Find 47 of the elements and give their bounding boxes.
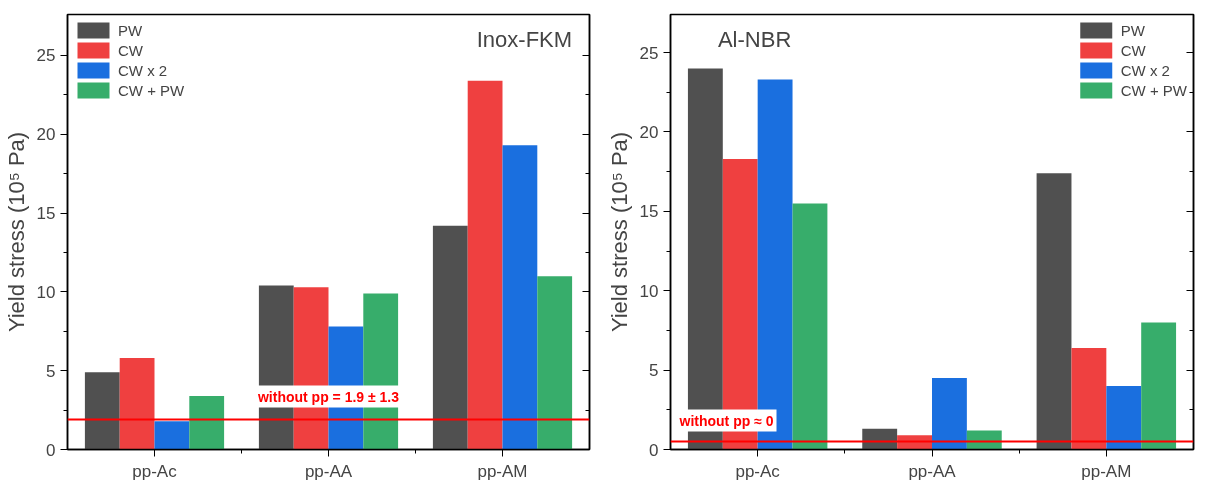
bar	[502, 145, 538, 450]
legend-label: CW	[118, 40, 143, 60]
y-tick-label: 5	[649, 361, 659, 381]
legend-label: CW + PW	[118, 80, 185, 100]
y-tick-label: 20	[639, 122, 659, 142]
bar	[1106, 386, 1142, 450]
x-tick-label: pp-AM	[1081, 461, 1132, 481]
bar	[467, 80, 503, 450]
bar	[537, 276, 573, 450]
bar	[189, 395, 225, 450]
text: Inox-FKM	[476, 26, 573, 52]
bar	[119, 358, 155, 450]
y-tick-label: 10	[36, 282, 56, 302]
bar	[154, 421, 190, 450]
y-tick-label: 15	[36, 204, 56, 224]
x-tick-label: pp-Ac	[735, 461, 781, 481]
y-tick-label: 5	[46, 361, 56, 381]
y-tick-label: 15	[639, 202, 659, 222]
y-tick-label: 25	[639, 43, 659, 63]
legend-label: PW	[1120, 20, 1145, 40]
bar	[1071, 347, 1107, 450]
x-tick-label: pp-AA	[908, 461, 957, 481]
text: Al-NBR	[717, 26, 792, 52]
legend-label: CW x 2	[118, 60, 168, 80]
bar	[432, 225, 468, 450]
ref-line-label: without pp ≈ 0	[678, 412, 774, 429]
y-tick-label: 10	[639, 281, 659, 301]
y-axis-title: Yield stress (10⁵ Pa)	[3, 131, 29, 333]
y-axis-title: Yield stress (10⁵ Pa)	[606, 131, 632, 333]
bar	[1036, 173, 1072, 450]
bar	[932, 378, 967, 450]
y-tick-label: 25	[36, 46, 56, 66]
x-tick-label: pp-Ac	[132, 461, 178, 481]
y-tick-label: 0	[46, 440, 56, 460]
bar	[84, 372, 120, 450]
ref-line-label: without pp = 1.9 ± 1.3	[256, 388, 400, 405]
bar	[966, 430, 1002, 450]
legend-label: CW x 2	[1120, 60, 1170, 80]
y-tick-label: 20	[36, 125, 56, 145]
legend-label: CW + PW	[1120, 80, 1187, 100]
bar	[792, 203, 828, 450]
legend-label: CW	[1120, 40, 1146, 60]
x-tick-label: pp-AA	[304, 461, 353, 481]
y-tick-label: 0	[649, 440, 659, 460]
bar	[1141, 322, 1177, 450]
x-tick-label: pp-AM	[477, 461, 528, 481]
legend-label: PW	[118, 20, 143, 40]
